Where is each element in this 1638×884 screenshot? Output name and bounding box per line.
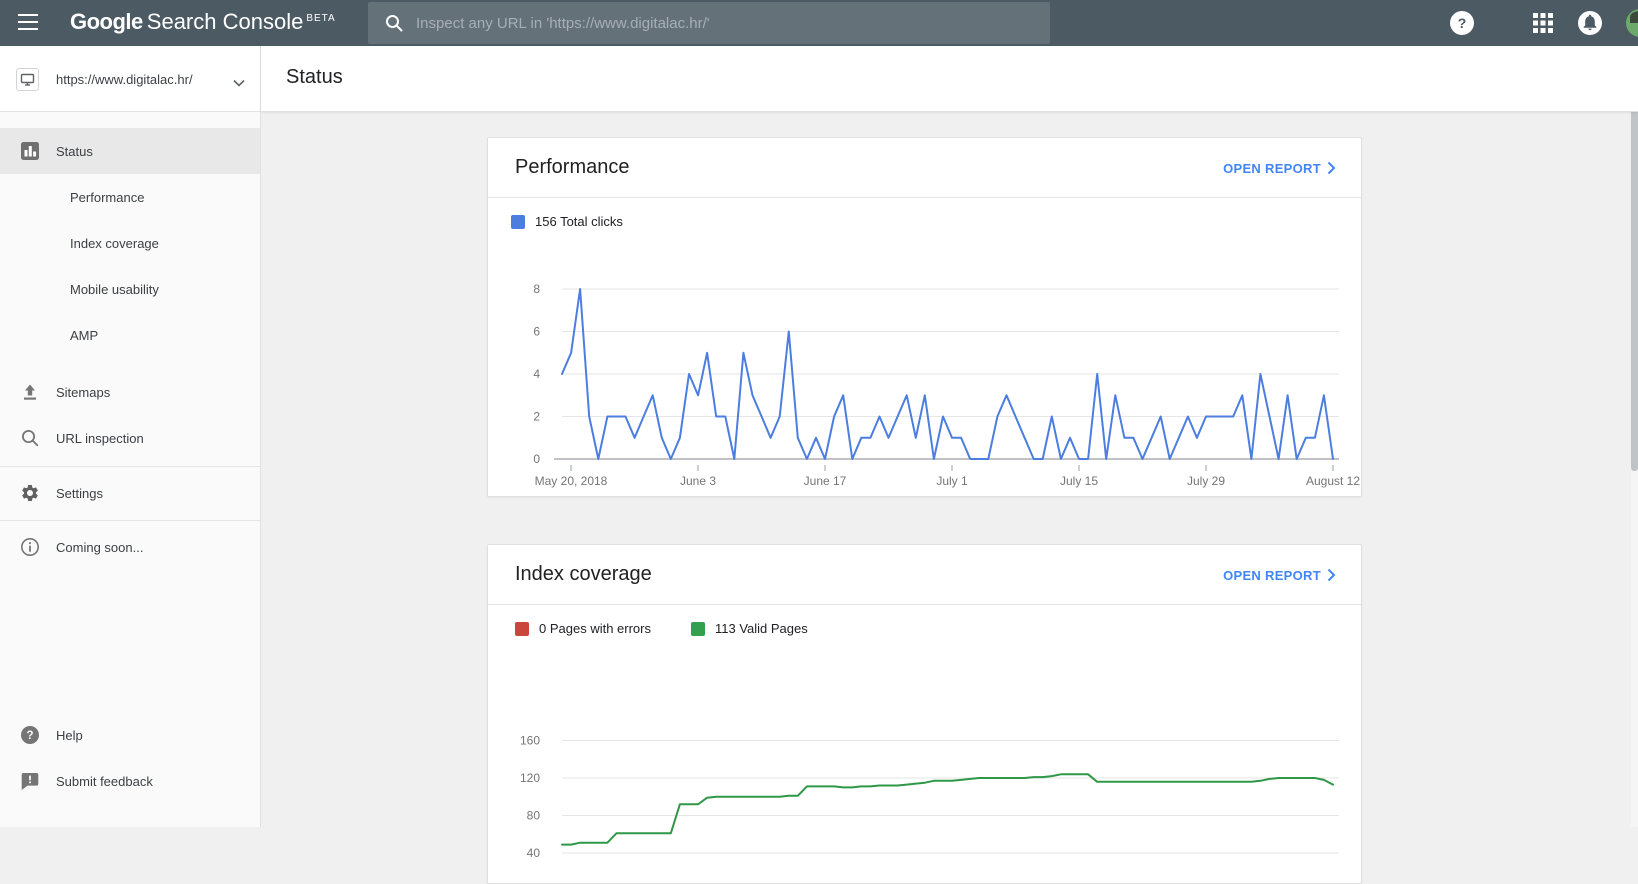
svg-text:120: 120 — [520, 771, 540, 785]
svg-text:July 15: July 15 — [1060, 474, 1098, 488]
sidebar-item-index-coverage[interactable]: Index coverage — [0, 220, 260, 266]
info-icon — [20, 537, 40, 557]
index-coverage-line-chart[interactable]: 40 80 120 160 — [488, 704, 1363, 874]
main-content: Status Performance OPEN REPORT 156 Total… — [261, 46, 1638, 884]
search-icon — [20, 428, 40, 448]
open-report-link[interactable]: OPEN REPORT — [1223, 565, 1341, 585]
svg-text:July 1: July 1 — [936, 474, 968, 488]
svg-text:40: 40 — [527, 846, 541, 860]
sidebar-item-sitemaps[interactable]: Sitemaps — [0, 369, 260, 415]
divider — [0, 466, 260, 467]
legend-item: 156 Total clicks — [511, 214, 623, 229]
performance-card: Performance OPEN REPORT 156 Total clicks… — [487, 137, 1362, 497]
index-coverage-card-header: Index coverage OPEN REPORT — [488, 545, 1361, 605]
svg-text:May 20, 2018: May 20, 2018 — [535, 474, 608, 488]
feedback-icon — [20, 771, 40, 791]
open-report-label: OPEN REPORT — [1223, 160, 1321, 176]
search-icon — [384, 13, 404, 33]
property-selector[interactable]: https://www.digitalac.hr/ — [0, 46, 260, 112]
card-title: Index coverage — [515, 563, 652, 585]
svg-text:June 3: June 3 — [680, 474, 716, 488]
sidebar-item-settings[interactable]: Settings — [0, 470, 260, 516]
scrollbar-thumb[interactable] — [1631, 51, 1638, 471]
logo-google: Google — [70, 9, 143, 34]
index-coverage-legend: 0 Pages with errors 113 Valid Pages — [488, 605, 1361, 636]
legend-item: 113 Valid Pages — [691, 621, 808, 636]
help-icon: ? — [20, 725, 40, 745]
sidebar-item-submit-feedback[interactable]: Submit feedback — [0, 758, 260, 804]
sidebar-item-amp[interactable]: AMP — [0, 312, 260, 358]
svg-text:80: 80 — [527, 809, 541, 823]
sidebar-item-label: Status — [56, 143, 93, 159]
chevron-right-icon — [1327, 568, 1336, 582]
divider — [0, 520, 260, 521]
property-url: https://www.digitalac.hr/ — [56, 72, 193, 87]
account-avatar[interactable] — [1626, 9, 1638, 37]
legend-item: 0 Pages with errors — [515, 621, 651, 636]
sidebar-item-coming-soon[interactable]: Coming soon... — [0, 524, 260, 570]
svg-text:?: ? — [1458, 15, 1467, 31]
svg-text:?: ? — [26, 730, 33, 742]
svg-text:2: 2 — [533, 410, 540, 424]
url-inspect-input[interactable] — [416, 14, 1016, 32]
errors-legend-swatch — [515, 621, 529, 636]
sidebar-item-label: URL inspection — [56, 430, 144, 446]
sidebar-item-label: Sitemaps — [56, 384, 111, 400]
sidebar-item-url-inspection[interactable]: URL inspection — [0, 415, 260, 461]
url-inspect-searchbar[interactable] — [368, 2, 1050, 44]
performance-line-chart[interactable]: 0 2 4 6 8 May 20, 2018 June 3 June 17 July 1 July… — [488, 268, 1363, 496]
chevron-right-icon — [1327, 161, 1336, 175]
svg-text:August 12: August 12 — [1306, 474, 1360, 488]
logo-beta-badge: BETA — [306, 13, 336, 24]
errors-legend-label: 0 Pages with errors — [539, 621, 651, 636]
index-coverage-card: Index coverage OPEN REPORT 0 Pages with … — [487, 544, 1362, 884]
valid-legend-swatch — [691, 621, 705, 636]
sidebar-item-label: Mobile usability — [70, 281, 159, 297]
scrollbar[interactable] — [1631, 46, 1638, 827]
chevron-down-icon — [233, 74, 245, 92]
performance-card-header: Performance OPEN REPORT — [488, 138, 1361, 198]
apps-grid-icon[interactable] — [1530, 10, 1556, 36]
property-site-icon — [16, 68, 39, 91]
page-title: Status — [286, 66, 343, 88]
svg-text:July 29: July 29 — [1187, 474, 1225, 488]
svg-text:June 17: June 17 — [804, 474, 847, 488]
svg-text:8: 8 — [533, 282, 540, 296]
sidebar-item-help[interactable]: ? Help — [0, 712, 260, 758]
svg-text:160: 160 — [520, 734, 540, 748]
page-title-bar: Status — [261, 46, 1638, 112]
sidebar: https://www.digitalac.hr/ Status Perform… — [0, 46, 261, 827]
clicks-legend-label: 156 Total clicks — [535, 214, 623, 229]
svg-text:6: 6 — [533, 325, 540, 339]
sidebar-item-label: Help — [56, 727, 83, 743]
notifications-bell-icon[interactable] — [1577, 10, 1603, 36]
valid-legend-label: 113 Valid Pages — [715, 621, 808, 636]
open-report-label: OPEN REPORT — [1223, 567, 1321, 583]
open-report-link[interactable]: OPEN REPORT — [1223, 158, 1341, 178]
bar-chart-icon — [20, 141, 40, 161]
sidebar-item-label: Index coverage — [70, 235, 159, 251]
sidebar-item-status[interactable]: Status — [0, 128, 260, 174]
performance-legend: 156 Total clicks — [488, 198, 1361, 229]
logo-product: Search Console — [146, 9, 304, 34]
svg-text:4: 4 — [533, 367, 540, 381]
help-icon[interactable]: ? — [1449, 10, 1475, 36]
sidebar-item-label: Performance — [70, 189, 145, 205]
sidebar-item-performance[interactable]: Performance — [0, 174, 260, 220]
sidebar-item-label: AMP — [70, 327, 99, 343]
card-title: Performance — [515, 156, 630, 178]
sidebar-item-mobile-usability[interactable]: Mobile usability — [0, 266, 260, 312]
sidebar-item-label: Submit feedback — [56, 773, 153, 789]
clicks-legend-swatch — [511, 214, 525, 229]
menu-icon[interactable] — [18, 14, 38, 32]
sidebar-item-label: Coming soon... — [56, 539, 144, 555]
svg-text:0: 0 — [533, 452, 540, 466]
gear-icon — [20, 483, 40, 503]
app-logo: Google Search Console BETA — [70, 9, 336, 35]
sidebar-item-label: Settings — [56, 485, 103, 501]
upload-icon — [20, 382, 40, 402]
